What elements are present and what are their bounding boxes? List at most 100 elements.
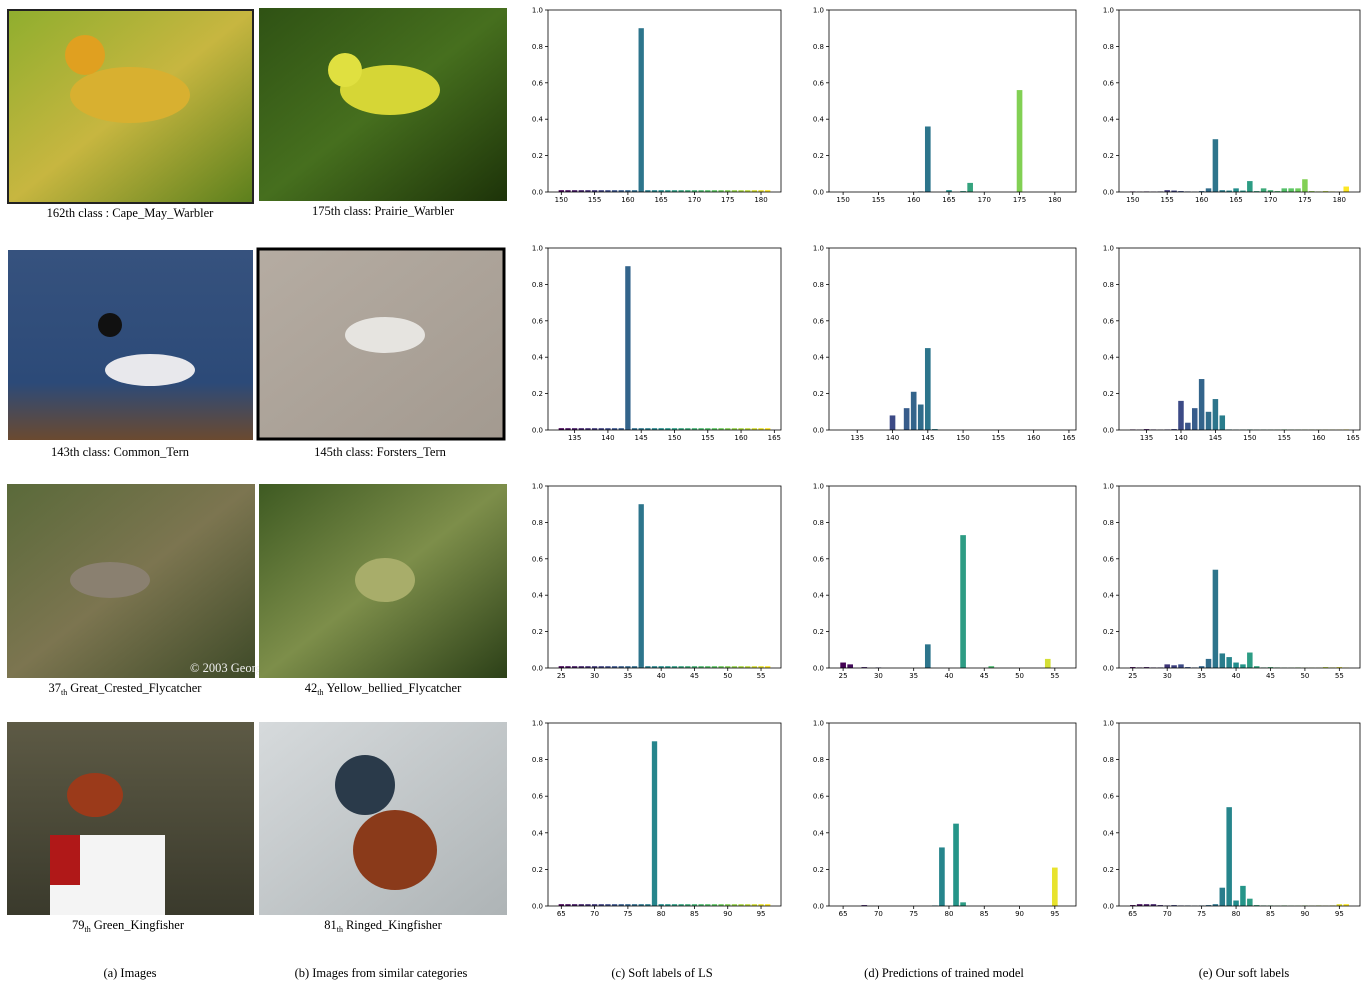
x-tick-label: 140: [1174, 434, 1187, 442]
x-tick-label: 65: [1128, 910, 1137, 918]
ordinal-suffix: th: [337, 925, 343, 934]
bar: [1198, 191, 1205, 192]
bar: [765, 904, 771, 906]
bar: [565, 904, 571, 906]
photo: [7, 9, 254, 204]
bar: [924, 644, 931, 668]
bar: [1198, 379, 1205, 430]
bar: [678, 666, 684, 668]
y-tick-label: 0.2: [813, 866, 824, 874]
bar: [1226, 657, 1232, 668]
x-tick-label: 150: [836, 196, 849, 204]
axes-frame: [547, 9, 782, 193]
y-tick-label: 0.0: [532, 427, 543, 435]
bar: [1309, 191, 1315, 192]
bar: [705, 666, 711, 668]
bar: [939, 847, 945, 906]
x-tick-label: 160: [1312, 434, 1325, 442]
y-tick-label: 1.0: [1103, 7, 1114, 15]
x-tick-label: 150: [956, 434, 969, 442]
class-number: 37: [49, 681, 62, 695]
bar: [651, 190, 658, 192]
x-tick-label: 155: [1161, 196, 1174, 204]
y-tick-label: 0.0: [1103, 665, 1114, 673]
x-tick-label: 170: [1264, 196, 1277, 204]
x-tick-label: 150: [668, 434, 681, 442]
y-tick-label: 1.0: [813, 245, 824, 253]
y-tick-label: 1.0: [1103, 245, 1114, 253]
x-tick-label: 155: [588, 196, 601, 204]
bar: [578, 904, 584, 906]
bar: [1171, 665, 1177, 668]
bar: [1164, 190, 1170, 192]
bar: [571, 190, 578, 192]
bar: [611, 428, 618, 430]
bar: [671, 666, 678, 668]
x-tick-label: 180: [1333, 196, 1346, 204]
bar: [1247, 898, 1253, 906]
x-tick-label: 75: [909, 910, 918, 918]
bar: [685, 190, 691, 192]
bar: [1240, 190, 1246, 192]
y-tick-label: 0.8: [1103, 756, 1114, 764]
y-tick-label: 1.0: [813, 7, 824, 15]
bar: [711, 904, 718, 906]
x-tick-label: 85: [1266, 910, 1275, 918]
image-caption: 145th class: Forsters_Tern: [314, 445, 446, 459]
x-tick-label: 90: [723, 910, 732, 918]
x-tick-label: 170: [688, 196, 701, 204]
class-name: Ringed_Kingfisher: [346, 918, 443, 932]
bar: [738, 904, 744, 906]
y-tick-label: 0.8: [813, 519, 824, 527]
bar: [685, 666, 691, 668]
bar: [665, 190, 671, 192]
ordinal-suffix: th: [61, 688, 67, 697]
class-name: Green_Kingfisher: [94, 918, 185, 932]
bar: [910, 391, 917, 430]
bar: [1130, 905, 1136, 906]
y-tick-label: 0.2: [1103, 152, 1114, 160]
bar: [558, 190, 564, 192]
bar: [705, 428, 711, 430]
x-tick-label: 175: [721, 196, 734, 204]
bar: [1171, 190, 1177, 192]
y-tick-label: 0.6: [532, 793, 544, 801]
bar: [1233, 188, 1239, 192]
y-tick-label: 0.4: [1103, 829, 1115, 837]
bar: [678, 904, 684, 906]
bar: [631, 904, 638, 906]
bar: [738, 190, 744, 192]
bar: [658, 190, 664, 192]
bar: [751, 428, 758, 430]
y-tick-label: 1.0: [1103, 483, 1114, 491]
bar: [625, 666, 631, 668]
y-tick-label: 0.8: [813, 756, 824, 764]
bar: [1205, 905, 1212, 906]
bar: [1336, 904, 1343, 906]
bar: [924, 348, 931, 430]
x-tick-label: 70: [874, 910, 883, 918]
bar: [605, 904, 611, 906]
bar: [658, 666, 664, 668]
x-tick-label: 25: [839, 672, 848, 680]
y-tick-label: 0.0: [532, 189, 543, 197]
bar: [1212, 904, 1219, 906]
x-tick-label: 30: [590, 672, 599, 680]
bar: [1212, 569, 1219, 668]
bar: [605, 428, 611, 430]
x-tick-label: 90: [1015, 910, 1024, 918]
bar: [711, 428, 718, 430]
bar: [651, 741, 658, 906]
y-tick-label: 0.8: [532, 281, 543, 289]
bar: [725, 190, 731, 192]
x-tick-label: 45: [1266, 672, 1275, 680]
bar: [1164, 664, 1170, 668]
y-tick-label: 0.6: [1103, 793, 1115, 801]
bar: [1288, 188, 1294, 192]
column-caption: (d) Predictions of trained model: [864, 966, 1024, 980]
bar: [578, 666, 584, 668]
bar: [731, 428, 738, 430]
y-tick-label: 0.4: [532, 592, 544, 600]
x-tick-label: 150: [1243, 434, 1256, 442]
